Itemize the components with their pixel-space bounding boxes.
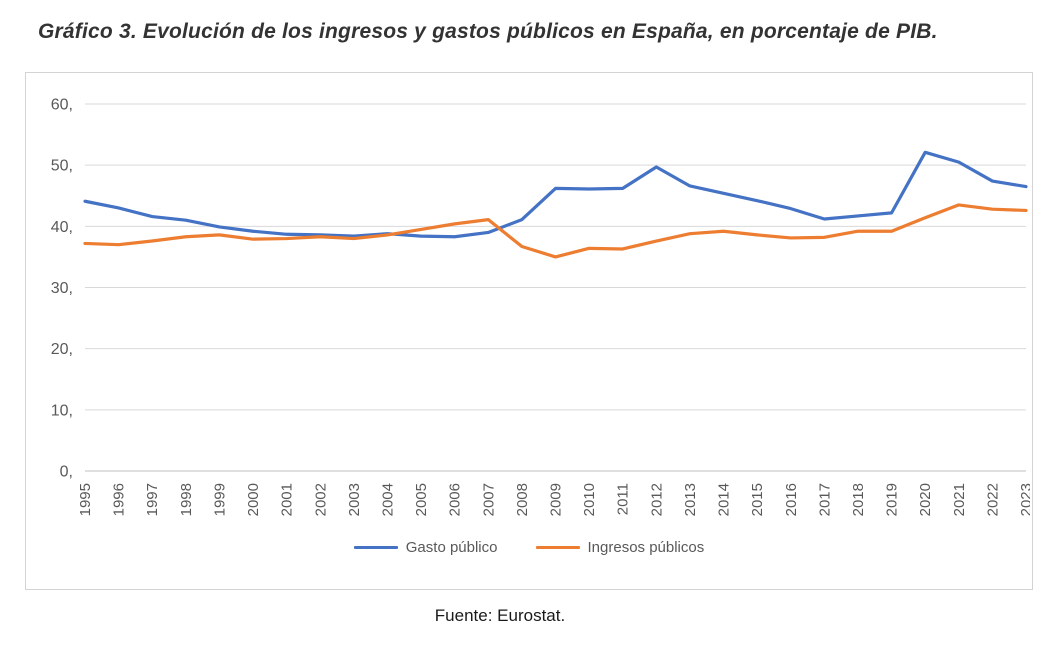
x-axis-tick-label: 2023 — [1018, 483, 1030, 516]
ingresos-publicos-line-swatch — [535, 545, 580, 550]
chart-title: Gráfico 3. Evolución de los ingresos y g… — [38, 20, 938, 43]
y-axis-tick-label: 60, — [51, 97, 73, 114]
x-axis-tick-label: 2001 — [279, 483, 296, 516]
x-axis-tick-label: 1997 — [144, 483, 161, 516]
x-axis-tick-label: 2012 — [648, 483, 665, 516]
x-axis-tick-label: 2014 — [716, 483, 733, 516]
legend-label-ingresos-publicos: Ingresos públicos — [587, 539, 705, 556]
x-axis-tick-label: 2013 — [682, 483, 699, 516]
legend-item-ingresos-publicos[interactable]: Ingresos públicos — [535, 539, 705, 556]
gasto-publico-line-swatch — [353, 545, 398, 550]
legend-item-gasto-publico[interactable]: Gasto público — [353, 539, 498, 556]
y-axis-tick-label: 50, — [51, 158, 73, 175]
y-axis-tick-label: 20, — [51, 341, 73, 358]
x-axis-tick-label: 2011 — [615, 483, 632, 515]
chart-canvas: 0, 10, 20, 30, 40, 50, 60, 1995 1996 1997 1998 1999… — [51, 97, 1030, 517]
chart-area: 0, 10, 20, 30, 40, 50, 60, 1995 1996 1997 1998 1999… — [25, 72, 1033, 590]
x-axis-tick-label: 1998 — [178, 483, 195, 516]
x-axis-tick-label: 2008 — [514, 483, 531, 516]
x-axis-tick-label: 2003 — [346, 483, 363, 516]
x-axis-tick-label: 2019 — [884, 483, 901, 516]
series-line-ingresos-p-blicos — [83, 203, 1028, 259]
x-axis-tick-label: 2006 — [447, 483, 464, 516]
x-axis-tick-label: 2022 — [984, 483, 1001, 516]
chart-legend: Gasto público Ingresos públicos — [26, 539, 1032, 556]
x-axis-tick-label: 1995 — [77, 483, 94, 516]
x-axis-tick-label: 2002 — [312, 483, 329, 516]
x-axis-tick-label: 1999 — [211, 483, 228, 516]
x-axis-tick-label: 2016 — [783, 483, 800, 516]
legend-label-gasto-publico: Gasto público — [405, 539, 498, 556]
y-axis-tick-label: 10, — [51, 402, 73, 419]
y-axis-tick-label: 40, — [51, 219, 73, 236]
source-caption: Fuente: Eurostat. — [434, 606, 566, 625]
x-axis-tick-label: 2005 — [413, 483, 430, 516]
x-axis-tick-label: 2004 — [379, 483, 396, 516]
x-axis-tick-label: 2009 — [548, 483, 565, 516]
x-axis-tick-label: 2007 — [480, 483, 497, 516]
series-line-gasto-p-blico — [83, 150, 1028, 239]
x-axis-tick-label: 2000 — [245, 483, 262, 516]
x-axis-tick-label: 2015 — [749, 483, 766, 516]
y-axis-tick-label: 30, — [51, 280, 73, 297]
x-axis-tick-label: 2021 — [951, 483, 968, 516]
x-axis-tick-label: 1996 — [111, 483, 128, 516]
x-axis-tick-label: 2020 — [917, 483, 934, 516]
x-axis-tick-label: 2018 — [850, 483, 867, 516]
x-axis-tick-label: 2010 — [581, 483, 598, 516]
x-axis-tick-label: 2017 — [816, 483, 833, 516]
y-axis-tick-label: 0, — [60, 464, 73, 481]
